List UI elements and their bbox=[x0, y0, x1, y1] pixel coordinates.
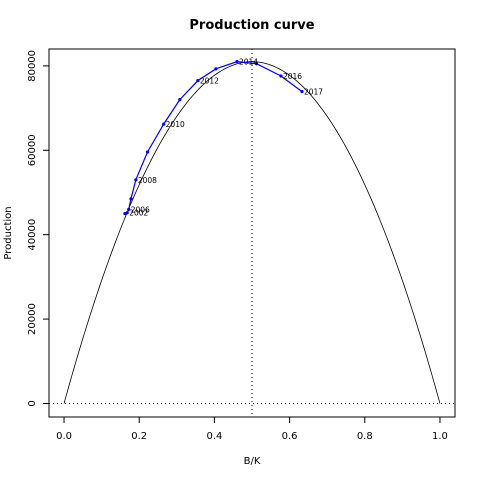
data-point bbox=[196, 79, 200, 83]
data-point bbox=[125, 211, 129, 215]
y-tick-label: 80000 bbox=[27, 50, 38, 82]
y-tick-label: 20000 bbox=[27, 303, 38, 335]
x-tick-label: 0.0 bbox=[56, 431, 72, 442]
y-tick-label: 40000 bbox=[27, 219, 38, 251]
point-label: 2010 bbox=[166, 120, 185, 129]
data-point bbox=[134, 178, 138, 182]
point-label: 2016 bbox=[283, 72, 302, 81]
y-tick-label: 0 bbox=[27, 400, 38, 406]
point-label: 2017 bbox=[304, 88, 323, 97]
data-point bbox=[162, 122, 166, 126]
y-axis-label: Production bbox=[3, 206, 14, 259]
series-line bbox=[124, 61, 303, 215]
data-point bbox=[300, 90, 304, 94]
point-label: 2014 bbox=[239, 58, 258, 67]
data-point bbox=[127, 207, 131, 211]
data-point bbox=[279, 74, 283, 78]
data-point bbox=[235, 60, 239, 64]
chart-title: Production curve bbox=[189, 18, 314, 33]
x-tick-label: 0.8 bbox=[357, 431, 373, 442]
data-point bbox=[254, 62, 259, 66]
data-point bbox=[129, 197, 133, 201]
x-tick-label: 1.0 bbox=[432, 431, 448, 442]
point-label: 2002 bbox=[129, 209, 148, 218]
data-point bbox=[214, 67, 218, 71]
data-point bbox=[145, 150, 150, 154]
x-tick-label: 0.4 bbox=[206, 431, 222, 442]
x-axis-label: B/K bbox=[244, 456, 261, 467]
x-tick-label: 0.2 bbox=[131, 431, 147, 442]
point-label: 2008 bbox=[138, 176, 157, 185]
plot-area: 0.0 0.2 0.4 0.6 0.8 1.0 0 20000 40000 60000 80000 2… bbox=[27, 48, 456, 442]
y-tick-label: 60000 bbox=[27, 134, 38, 166]
point-label: 2006 bbox=[131, 205, 150, 214]
data-point bbox=[178, 98, 182, 102]
point-label: 2012 bbox=[200, 77, 219, 86]
x-tick-label: 0.6 bbox=[282, 431, 298, 442]
